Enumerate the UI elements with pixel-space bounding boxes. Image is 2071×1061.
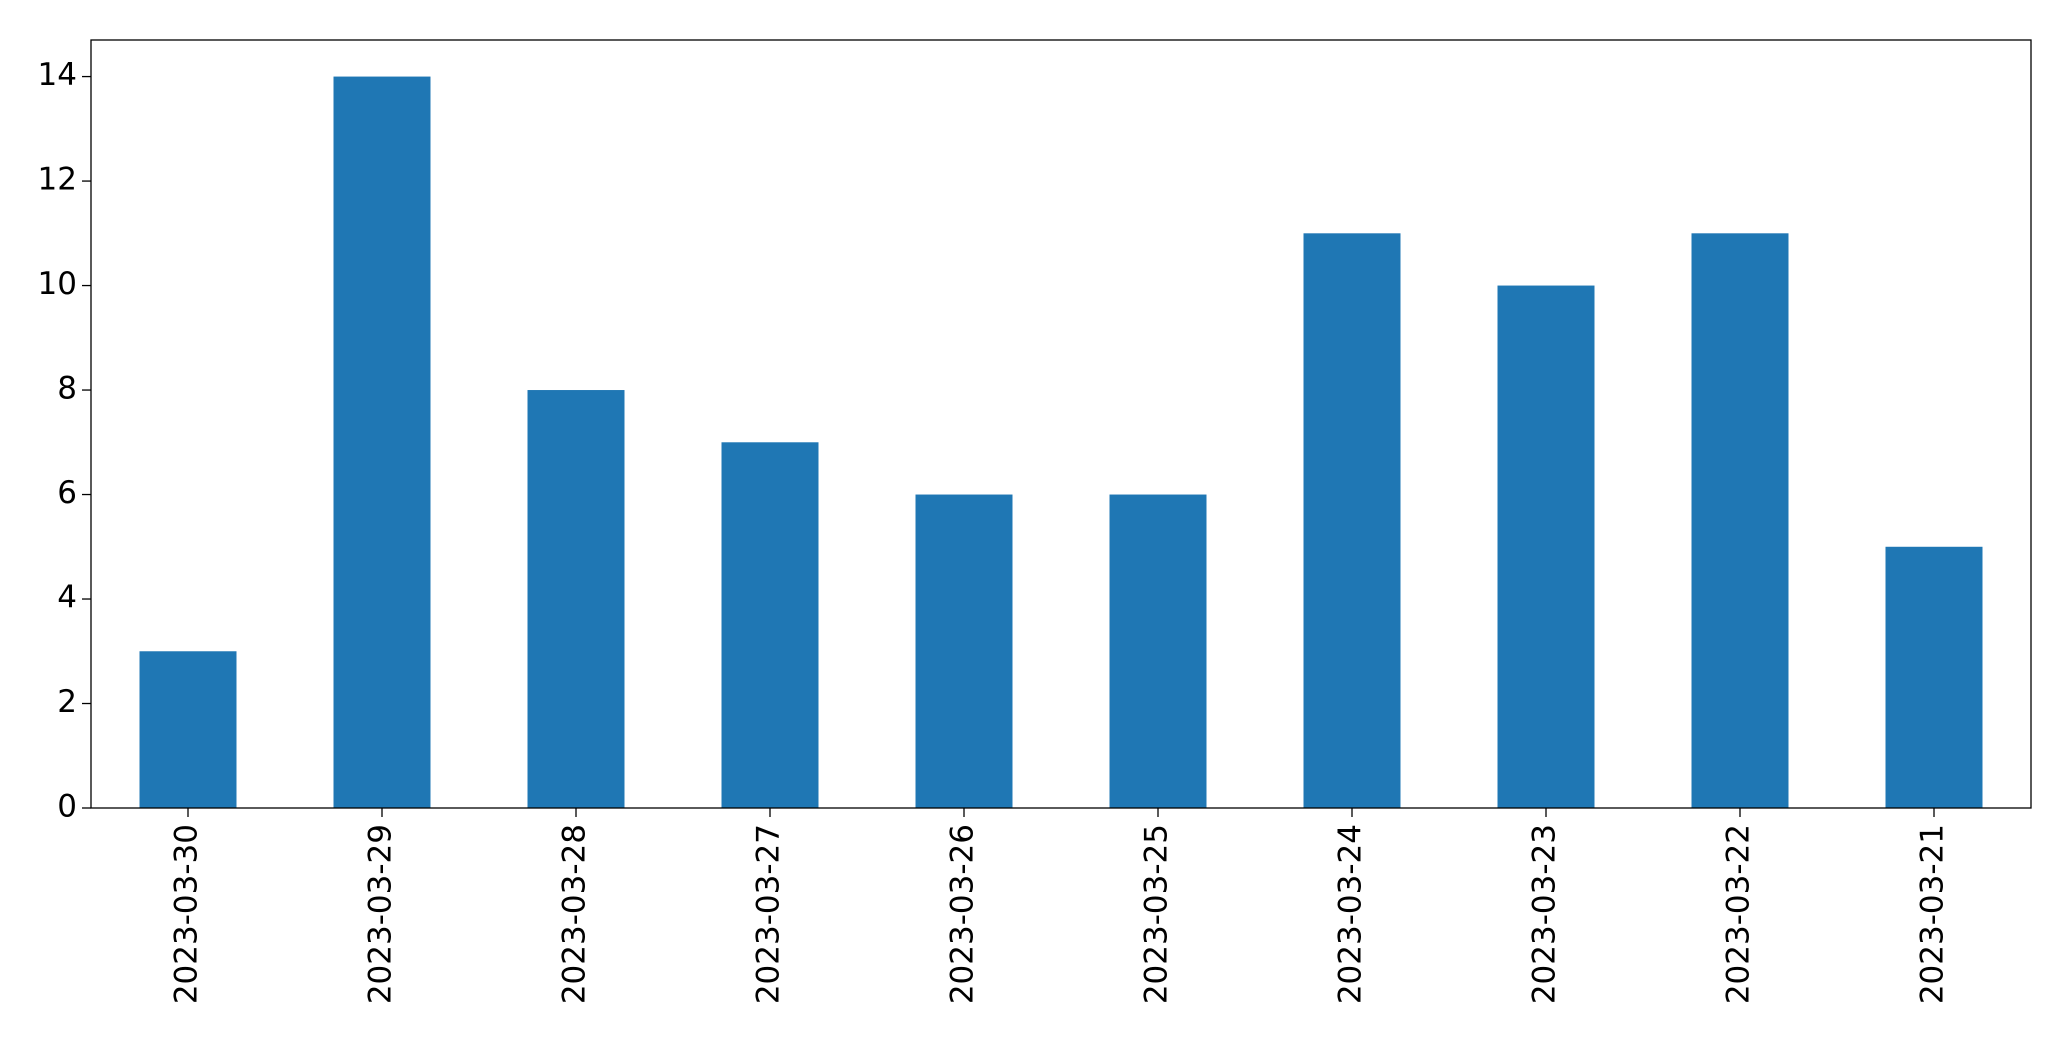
x-tick-label: 2023-03-22 <box>1721 824 1757 1004</box>
x-tick-label: 2023-03-28 <box>557 824 593 1004</box>
y-tick-label: 6 <box>57 475 77 511</box>
x-tick-label: 2023-03-29 <box>363 824 399 1004</box>
y-tick-label: 0 <box>57 789 77 825</box>
y-tick-label: 14 <box>38 57 77 93</box>
bar <box>1303 233 1401 808</box>
bar <box>721 442 819 808</box>
x-tick-label: 2023-03-23 <box>1527 824 1563 1004</box>
bar <box>139 651 237 808</box>
x-tick-label: 2023-03-24 <box>1333 824 1369 1004</box>
bar <box>333 76 431 809</box>
y-tick-label: 10 <box>38 266 77 302</box>
x-tick-label: 2023-03-25 <box>1139 824 1175 1004</box>
bar <box>915 494 1013 808</box>
y-tick-label: 12 <box>38 162 77 198</box>
x-tick-label: 2023-03-21 <box>1915 824 1951 1004</box>
y-tick-label: 2 <box>57 684 77 720</box>
x-tick-label: 2023-03-30 <box>169 824 205 1004</box>
bar <box>1885 546 1983 808</box>
bar <box>1497 285 1595 808</box>
y-tick-label: 8 <box>57 371 77 407</box>
x-tick-label: 2023-03-26 <box>945 824 981 1004</box>
x-tick-label: 2023-03-27 <box>751 824 787 1004</box>
y-tick-label: 4 <box>57 580 77 616</box>
plot-frame <box>90 39 2032 809</box>
bar <box>527 390 625 808</box>
bar <box>1691 233 1789 808</box>
bar <box>1109 494 1207 808</box>
